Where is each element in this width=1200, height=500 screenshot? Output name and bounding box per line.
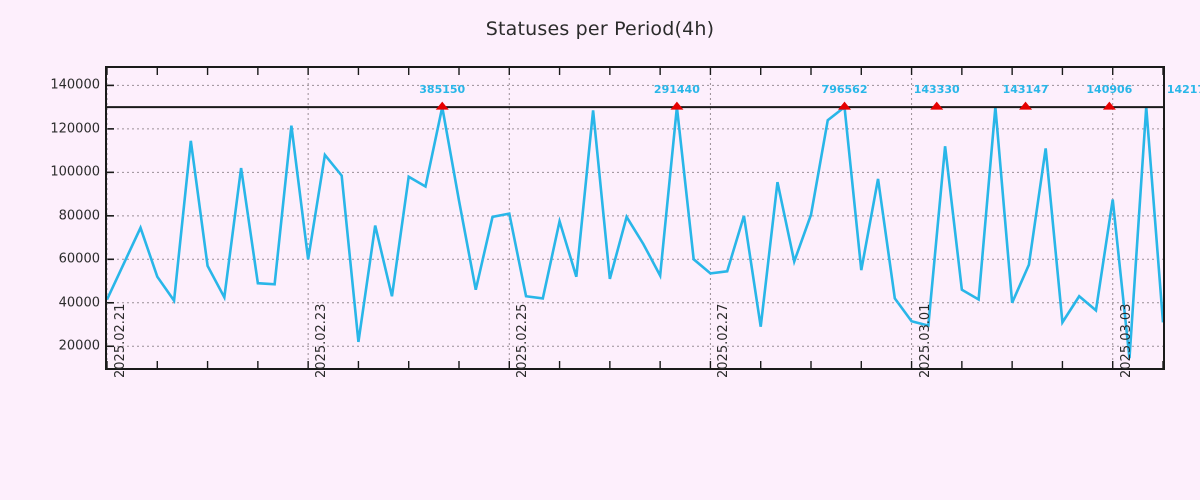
x-axis-tick-label: 2025.02.25 — [515, 303, 531, 378]
plot-svg — [107, 68, 1163, 368]
peak-marker-triangle — [1102, 101, 1116, 110]
peak-value-label: 143330 — [913, 83, 960, 97]
peak-marker-triangle — [435, 101, 449, 110]
data-line-series-statuses — [107, 104, 1163, 359]
peak-markers — [435, 101, 1116, 110]
x-axis-tick-label: 2025.02.21 — [113, 303, 128, 378]
peak-marker-triangle — [930, 101, 944, 110]
y-axis-tick-label: 20000 — [58, 338, 100, 354]
peak-value-label: 140906 — [1086, 83, 1133, 97]
y-axis-tick-label: 60000 — [58, 251, 100, 267]
x-axis-tick-label: 2025.03.01 — [917, 303, 933, 378]
y-axis-labels: 20000 40000 60000 80000 100000 120000 140000 — [0, 0, 100, 500]
x-axis-tick-label: 2025.02.27 — [716, 303, 732, 378]
peak-value-label: 385150 — [419, 83, 466, 97]
peak-marker-triangle — [1019, 101, 1033, 110]
x-axis-tick-label: 2025.02.23 — [314, 303, 330, 378]
y-axis-tick-label: 40000 — [58, 295, 100, 311]
plot-area — [105, 66, 1165, 370]
x-axis-tick-label: 2025.03.03 — [1118, 303, 1134, 378]
y-axis-tick-label: 140000 — [50, 77, 100, 93]
axis-ticks — [107, 68, 1163, 368]
y-axis-tick-label: 120000 — [50, 121, 100, 137]
peak-value-label: 291440 — [653, 83, 700, 97]
y-axis-tick-label: 100000 — [50, 164, 100, 180]
peak-value-label: 142175 — [1166, 83, 1200, 97]
peak-value-label: 143147 — [1002, 83, 1049, 97]
peak-value-label: 796562 — [821, 83, 868, 97]
peak-marker-triangle — [670, 101, 684, 110]
y-axis-tick-label: 80000 — [58, 208, 100, 224]
chart-title: Statuses per Period(4h) — [485, 18, 715, 40]
peak-marker-triangle — [838, 101, 852, 110]
